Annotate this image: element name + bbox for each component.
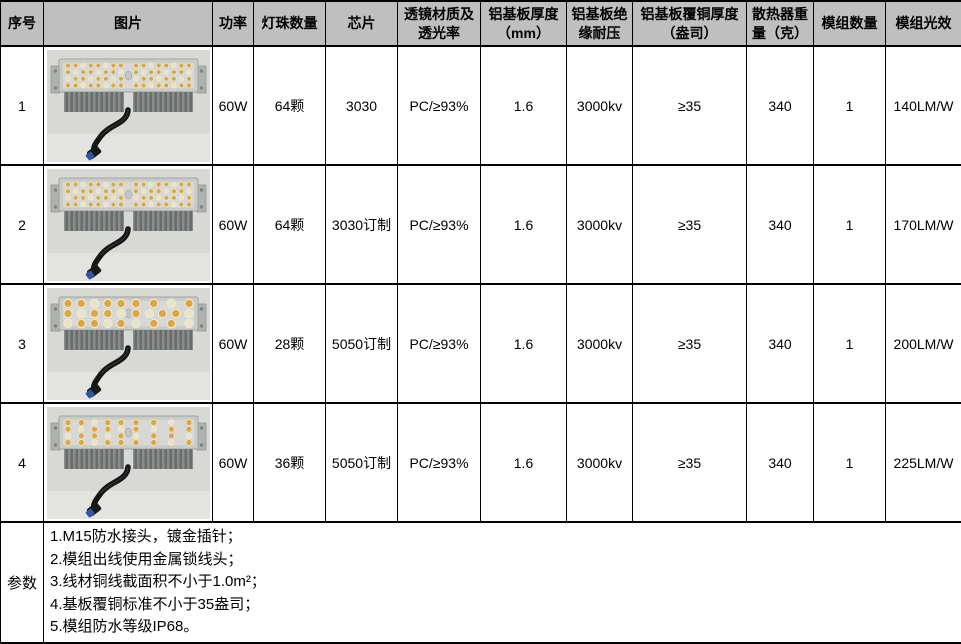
cell-no: 2 (1, 165, 44, 284)
params-line-5: 5.模组防水等级IP68。 (50, 616, 955, 639)
cell-voltage: 3000kv (567, 46, 633, 165)
cell-power: 60W (213, 165, 254, 284)
cell-chip: 3030订制 (326, 165, 398, 284)
column-header-no: 序号 (1, 1, 44, 46)
cell-voltage: 3000kv (567, 165, 633, 284)
params-line-3: 3.线材铜线截面积不小于1.0m²； (50, 571, 955, 594)
cell-efficacy: 225LM/W (886, 403, 961, 522)
cell-copper: ≥35 (633, 46, 747, 165)
table-header-row: 序号图片功率灯珠数量芯片透镜材质及透光率铝基板厚度（mm）铝基板绝缘耐压铝基板覆… (1, 1, 961, 46)
params-line-4: 4.基板覆铜标准不小于35盎司； (50, 594, 955, 617)
params-line-2: 2.模组出线使用金属锁线头； (50, 549, 955, 572)
column-header-image: 图片 (44, 1, 213, 46)
cell-leds: 64颗 (254, 46, 326, 165)
led-module-photo (47, 50, 210, 162)
cell-no: 3 (1, 284, 44, 403)
cell-chip: 3030 (326, 46, 398, 165)
cell-efficacy: 170LM/W (886, 165, 961, 284)
cell-chip: 5050订制 (326, 284, 398, 403)
cell-weight: 340 (747, 284, 814, 403)
column-header-lens: 透镜材质及透光率 (398, 1, 481, 46)
cell-modules: 1 (814, 46, 886, 165)
cell-weight: 340 (747, 403, 814, 522)
column-header-power: 功率 (213, 1, 254, 46)
column-header-weight: 散热器重量（克） (747, 1, 814, 46)
cell-lens: PC/≥93% (398, 403, 481, 522)
module-photo-cell (44, 403, 213, 522)
cell-no: 1 (1, 46, 44, 165)
cell-thickness: 1.6 (481, 403, 567, 522)
cell-chip: 5050订制 (326, 403, 398, 522)
cell-weight: 340 (747, 46, 814, 165)
cell-copper: ≥35 (633, 403, 747, 522)
cell-power: 60W (213, 403, 254, 522)
cell-no: 4 (1, 403, 44, 522)
cell-voltage: 3000kv (567, 403, 633, 522)
cell-power: 60W (213, 46, 254, 165)
cell-efficacy: 140LM/W (886, 46, 961, 165)
params-line-1: 1.M15防水接头，镀金插针； (50, 526, 955, 549)
led-module-photo (47, 407, 210, 519)
cell-leds: 64颗 (254, 165, 326, 284)
cell-modules: 1 (814, 284, 886, 403)
column-header-efficacy: 模组光效 (886, 1, 961, 46)
module-photo-cell (44, 284, 213, 403)
cell-lens: PC/≥93% (398, 284, 481, 403)
cell-efficacy: 200LM/W (886, 284, 961, 403)
module-photo-cell (44, 165, 213, 284)
cell-lens: PC/≥93% (398, 165, 481, 284)
cell-thickness: 1.6 (481, 284, 567, 403)
column-header-thickness: 铝基板厚度（mm） (481, 1, 567, 46)
column-header-modules: 模组数量 (814, 1, 886, 46)
cell-leds: 36颗 (254, 403, 326, 522)
cell-modules: 1 (814, 403, 886, 522)
cell-lens: PC/≥93% (398, 46, 481, 165)
cell-copper: ≥35 (633, 165, 747, 284)
column-header-copper: 铝基板覆铜厚度（盎司） (633, 1, 747, 46)
led-module-photo (47, 288, 210, 400)
cell-thickness: 1.6 (481, 165, 567, 284)
cell-voltage: 3000kv (567, 284, 633, 403)
cell-weight: 340 (747, 165, 814, 284)
cell-copper: ≥35 (633, 284, 747, 403)
led-module-photo (47, 169, 210, 281)
column-header-leds: 灯珠数量 (254, 1, 326, 46)
cell-thickness: 1.6 (481, 46, 567, 165)
cell-modules: 1 (814, 165, 886, 284)
params-label: 参数 (1, 522, 44, 643)
column-header-chip: 芯片 (326, 1, 398, 46)
params-notes: 1.M15防水接头，镀金插针；2.模组出线使用金属锁线头；3.线材铜线截面积不小… (44, 522, 961, 643)
cell-power: 60W (213, 284, 254, 403)
module-photo-cell (44, 46, 213, 165)
cell-leds: 28颗 (254, 284, 326, 403)
column-header-voltage: 铝基板绝缘耐压 (567, 1, 633, 46)
